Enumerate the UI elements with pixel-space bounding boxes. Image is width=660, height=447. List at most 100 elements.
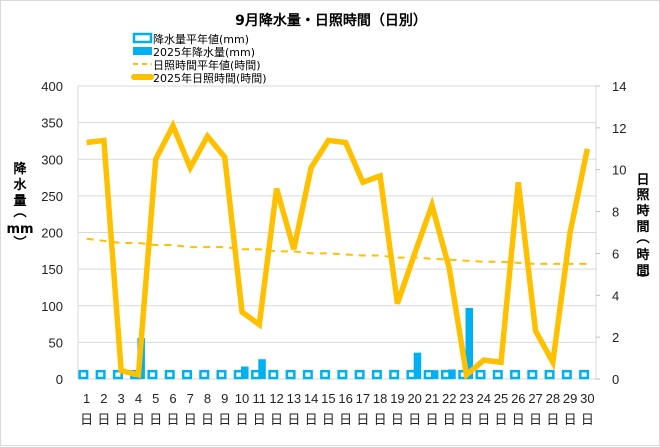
rain-bar: [413, 352, 422, 379]
x-tick-suffix: 日: [581, 412, 594, 427]
normal-rain-bar: [181, 369, 192, 380]
x-tick-suffix: 日: [236, 412, 249, 427]
y-tick-label: 250: [41, 189, 63, 204]
svg-text:照: 照: [636, 188, 649, 203]
x-tick-label: 11: [253, 391, 267, 406]
x-tick-label: 20: [407, 391, 421, 406]
y2-tick-label: 10: [612, 163, 626, 178]
x-tick-label: 25: [494, 391, 508, 406]
x-tick-suffix: 日: [305, 412, 318, 427]
y2-tick-label: 12: [612, 121, 626, 136]
legend-label: 日照時間平年値(時間): [153, 58, 261, 72]
normal-rain-bar: [579, 369, 590, 380]
right-axis-ticks: 0 2 4 6 8 10 12 14: [596, 79, 626, 387]
y-tick-label: 0: [56, 372, 63, 387]
y2-tick-label: 14: [612, 79, 626, 94]
svg-text:時: 時: [636, 203, 649, 219]
x-tick-label: 2: [100, 391, 107, 406]
normal-rain-bar: [544, 369, 555, 380]
x-tick-label: 1: [83, 391, 90, 406]
x-tick-suffix: 日: [149, 412, 162, 427]
x-tick-suffix: 日: [166, 412, 179, 427]
normal-rain-bar: [354, 369, 365, 380]
x-tick-suffix: 日: [408, 412, 421, 427]
y2-tick-label: 0: [612, 372, 619, 387]
x-tick-label: 12: [269, 391, 283, 406]
x-tick-label: 30: [580, 391, 594, 406]
x-tick-label: 17: [356, 391, 370, 406]
x-tick-suffix: 日: [356, 412, 369, 427]
x-tick-label: 5: [152, 391, 159, 406]
x-tick-suffix: 日: [132, 412, 145, 427]
legend-label: 降水量平年値(mm): [153, 32, 249, 46]
x-tick-suffix: 日: [391, 412, 404, 427]
rain-bar: [448, 369, 456, 379]
legend-item-normal-rain: 降水量平年値(mm): [132, 32, 249, 46]
x-tick-label: 21: [425, 391, 439, 406]
normal-rain-bar: [561, 369, 572, 380]
x-tick-label: 3: [118, 391, 125, 406]
x-tick-suffix: 日: [425, 412, 438, 427]
x-tick-label: 4: [135, 391, 142, 406]
x-tick-label: 22: [442, 391, 456, 406]
svg-text:時: 時: [636, 247, 649, 263]
svg-text:間: 間: [636, 264, 649, 279]
normal-rain-bar: [199, 369, 210, 380]
x-tick-suffix: 日: [495, 412, 508, 427]
x-tick-suffix: 日: [443, 412, 456, 427]
normal-rain-bar: [492, 369, 503, 380]
legend: 降水量平年値(mm) 2025年降水量(mm) 日照時間平年値(時間) 2025…: [131, 32, 267, 85]
y-tick-label: 200: [41, 226, 63, 241]
normal-sunshine-line: [86, 237, 588, 265]
x-tick-label: 8: [204, 391, 211, 406]
normal-rain-bar: [95, 369, 106, 380]
x-tick-label: 24: [477, 391, 491, 406]
normal-rain-bar: [371, 369, 382, 380]
legend-item-2025-sun: 2025年日照時間(時間): [131, 71, 267, 85]
normal-rain-bar: [337, 369, 348, 380]
normal-rain-bar: [216, 369, 227, 380]
x-tick-suffix: 日: [546, 412, 559, 427]
x-tick-label: 23: [459, 391, 473, 406]
y-tick-label: 150: [41, 262, 63, 277]
y-tick-label: 350: [41, 116, 63, 131]
x-axis-ticks: 1日2日3日4日5日6日7日8日9日10日11日12日13日14日15日16日1…: [80, 391, 594, 427]
svg-text:︵: ︵: [635, 231, 649, 246]
normal-rain-bar: [147, 369, 158, 380]
y2-tick-label: 8: [612, 205, 619, 220]
normal-rain-bar: [268, 369, 279, 380]
normal-rain-bar: [320, 369, 331, 380]
rainfall-2025-bars: [137, 307, 473, 379]
x-tick-label: 18: [373, 391, 387, 406]
y2-tick-label: 4: [612, 288, 619, 303]
x-tick-suffix: 日: [477, 412, 490, 427]
svg-text:量: 量: [13, 194, 26, 209]
right-axis-label: 日照時間︵時間︶: [635, 173, 649, 288]
svg-text:降: 降: [13, 161, 27, 177]
x-tick-suffix: 日: [97, 412, 110, 427]
x-tick-label: 6: [169, 391, 176, 406]
solid-bar-swatch-icon: [133, 47, 152, 55]
rain-bar: [258, 359, 266, 379]
x-tick-suffix: 日: [201, 412, 214, 427]
y2-tick-label: 2: [612, 330, 619, 345]
y-tick-label: 100: [41, 299, 63, 314]
x-tick-label: 19: [390, 391, 404, 406]
x-tick-label: 28: [546, 391, 560, 406]
x-tick-suffix: 日: [529, 412, 542, 427]
x-tick-suffix: 日: [460, 412, 473, 427]
normal-rain-bar: [285, 369, 296, 380]
x-tick-suffix: 日: [218, 412, 231, 427]
x-tick-label: 26: [511, 391, 525, 406]
x-tick-suffix: 日: [322, 412, 335, 427]
y2-tick-label: 6: [612, 246, 619, 261]
x-tick-label: 16: [338, 391, 352, 406]
gridlines: [77, 85, 597, 380]
svg-text:︵: ︵: [12, 205, 26, 220]
normal-rain-bar: [389, 369, 400, 380]
svg-text:水: 水: [13, 177, 27, 193]
x-tick-label: 10: [235, 391, 249, 406]
normal-rain-bar: [112, 369, 123, 380]
